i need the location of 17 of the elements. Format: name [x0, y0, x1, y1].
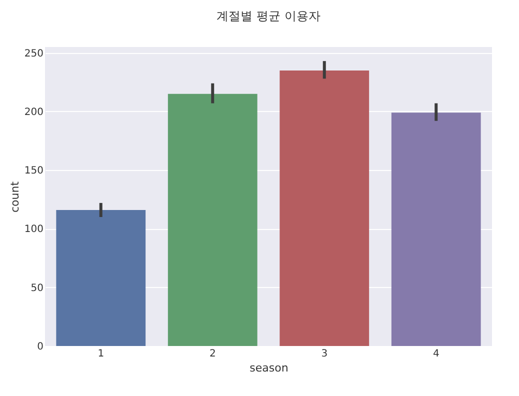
- bar: [391, 112, 481, 346]
- x-tick-label: 1: [98, 348, 104, 360]
- bar: [168, 94, 258, 346]
- bar: [280, 70, 370, 346]
- y-tick-label: 200: [24, 106, 44, 118]
- x-axis-title: season: [250, 362, 288, 374]
- y-tick-label: 0: [37, 342, 44, 352]
- y-tick-label: 50: [30, 282, 44, 294]
- chart-title: 계절별 평균 이용자: [216, 9, 320, 23]
- y-tick-label: 100: [24, 224, 44, 236]
- y-tick-label: 250: [24, 48, 44, 60]
- y-tick-label: 150: [24, 166, 44, 177]
- y-axis-title: count: [8, 180, 22, 213]
- bar: [56, 210, 146, 346]
- x-tick-label: 4: [432, 348, 440, 360]
- x-tick-label: 2: [209, 348, 216, 360]
- x-tick-label: 3: [321, 348, 328, 360]
